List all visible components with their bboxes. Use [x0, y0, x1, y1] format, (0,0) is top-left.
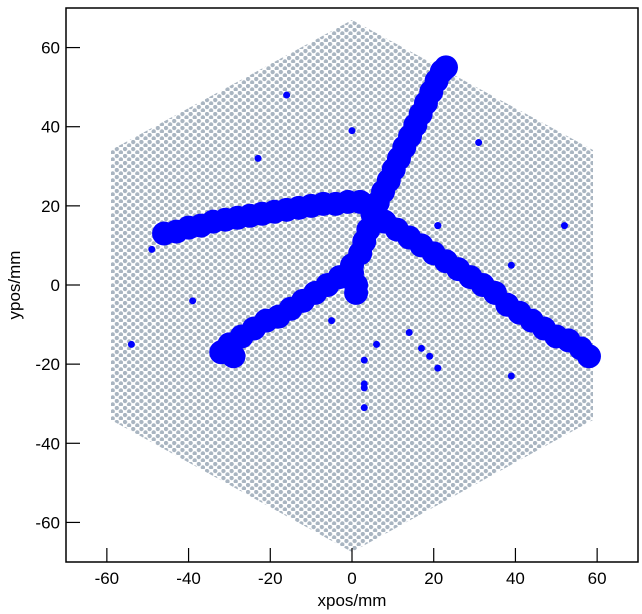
- x-tick-label: 60: [588, 569, 607, 588]
- hit: [434, 55, 458, 79]
- hit: [508, 262, 515, 269]
- hit: [148, 246, 155, 253]
- hit: [373, 341, 380, 348]
- y-tick-label: -60: [35, 513, 60, 532]
- hit: [361, 357, 368, 364]
- plot-area: [111, 20, 601, 552]
- x-tick-label: -40: [176, 569, 201, 588]
- chart: xpos/mm ypos/mm -60 -40 -20 0 20 40 60 -60 -40 -2…: [0, 0, 642, 614]
- hit: [283, 92, 290, 99]
- hit: [508, 373, 515, 380]
- hit: [475, 139, 482, 146]
- hit: [328, 317, 335, 324]
- x-axis-label: xpos/mm: [318, 591, 387, 610]
- hit: [361, 384, 368, 391]
- hit: [361, 404, 368, 411]
- y-tick-label: 60: [41, 39, 60, 58]
- hit: [344, 281, 368, 305]
- hit: [340, 261, 364, 285]
- x-tick-label: 0: [347, 569, 356, 588]
- hit: [128, 341, 135, 348]
- x-tick-label: -60: [95, 569, 120, 588]
- x-tick-label: 20: [424, 569, 443, 588]
- hit: [426, 353, 433, 360]
- hit: [349, 127, 356, 134]
- hit: [434, 222, 441, 229]
- y-tick-label: -40: [35, 434, 60, 453]
- y-tick-label: -20: [35, 355, 60, 374]
- y-tick-label: 0: [51, 276, 60, 295]
- hit: [434, 365, 441, 372]
- hit: [577, 344, 601, 368]
- hit: [418, 345, 425, 352]
- y-tick-label: 40: [41, 118, 60, 137]
- hit: [255, 155, 262, 162]
- hit: [561, 222, 568, 229]
- x-tick-label: -20: [258, 569, 283, 588]
- x-tick-label: 40: [506, 569, 525, 588]
- y-axis-label: ypos/mm: [5, 251, 24, 320]
- y-tick-label: 20: [41, 197, 60, 216]
- hit: [406, 329, 413, 336]
- hit: [189, 297, 196, 304]
